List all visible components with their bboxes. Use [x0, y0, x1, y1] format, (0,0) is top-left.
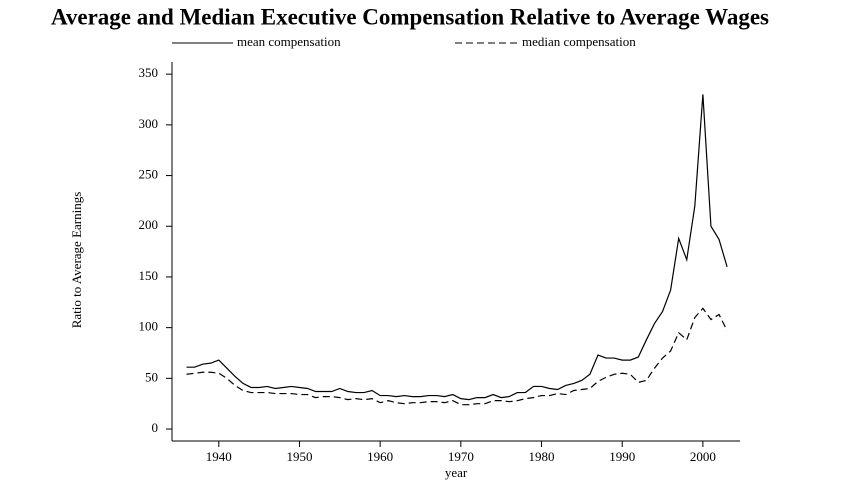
y-tick-label: 100: [139, 319, 159, 334]
y-tick-label: 0: [152, 420, 159, 435]
x-tick-label: 2000: [690, 449, 716, 464]
y-axis-label: Ratio to Average Earnings: [69, 192, 84, 329]
x-tick-label: 1970: [448, 449, 474, 464]
series-line: [186, 307, 728, 406]
y-tick-label: 200: [139, 217, 159, 232]
series-line: [186, 94, 728, 401]
x-tick-label: 1950: [286, 449, 312, 464]
y-tick-label: 250: [139, 167, 159, 182]
x-tick-label: 1960: [367, 449, 393, 464]
chart-title: Average and Median Executive Compensatio…: [51, 4, 769, 29]
x-tick-label: 1940: [206, 449, 232, 464]
x-tick-label: 1980: [529, 449, 555, 464]
y-tick-label: 350: [139, 65, 159, 80]
y-tick-label: 300: [139, 116, 159, 131]
legend-label: mean compensation: [237, 34, 341, 49]
x-tick-label: 1990: [609, 449, 635, 464]
y-tick-label: 150: [139, 268, 159, 283]
legend-label: median compensation: [522, 34, 636, 49]
x-axis-label: year: [445, 465, 468, 480]
y-tick-label: 50: [145, 369, 158, 384]
